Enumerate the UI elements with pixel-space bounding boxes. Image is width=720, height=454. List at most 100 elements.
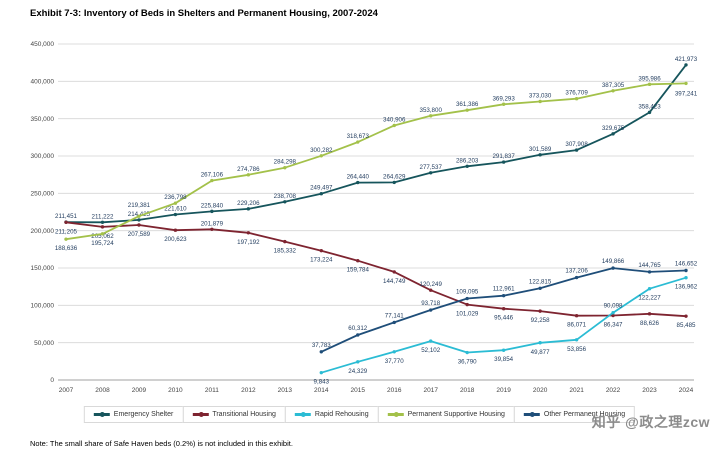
legend-item-other-permanent-housing: Other Permanent Housing	[513, 406, 636, 423]
x-axis-tick-label: 2023	[642, 387, 657, 394]
legend-item-permanent-supportive-housing: Permanent Supportive Housing	[377, 406, 515, 423]
data-label: 373,030	[529, 92, 552, 99]
data-label: 95,446	[494, 315, 513, 322]
data-point-permanent-supportive-housing	[465, 108, 469, 112]
data-label: 86,071	[567, 322, 586, 329]
x-axis-tick-label: 2017	[423, 387, 438, 394]
data-label: 112,961	[493, 286, 515, 293]
data-point-rapid-rehousing	[647, 287, 652, 291]
data-point-emergency-shelter	[210, 209, 214, 214]
data-label: 318,673	[347, 133, 370, 140]
data-point-permanent-supportive-housing	[246, 173, 251, 177]
footnote: Note: The small share of Safe Haven beds…	[30, 439, 293, 448]
data-point-emergency-shelter	[574, 148, 579, 152]
data-point-emergency-shelter	[392, 180, 396, 185]
data-point-transitional-housing	[173, 228, 178, 232]
data-point-permanent-supportive-housing	[319, 154, 323, 158]
y-axis-tick-label: 50,000	[34, 340, 54, 347]
data-point-rapid-rehousing	[465, 350, 469, 355]
data-label: 90,098	[604, 303, 623, 310]
data-point-transitional-housing	[501, 307, 506, 311]
data-label: 120,249	[420, 281, 443, 288]
data-point-rapid-rehousing	[684, 276, 688, 280]
legend-line-icon	[93, 412, 110, 418]
data-label: 9,843	[314, 379, 330, 386]
data-label: 88,626	[640, 320, 659, 327]
x-axis-tick-label: 2014	[314, 387, 329, 394]
data-label: 149,866	[602, 258, 625, 265]
data-label: 214,425	[128, 211, 151, 218]
data-label: 201,879	[201, 220, 224, 227]
data-label: 122,815	[529, 278, 552, 285]
data-point-rapid-rehousing	[429, 339, 433, 343]
legend-marker-icon	[300, 412, 306, 418]
data-point-transitional-housing	[210, 227, 214, 231]
x-axis-tick-label: 2012	[241, 387, 256, 394]
data-point-permanent-supportive-housing	[429, 114, 433, 118]
data-point-other-permanent-housing	[501, 293, 506, 298]
data-label: 219,381	[128, 202, 151, 209]
data-label: 340,906	[383, 116, 406, 123]
data-point-permanent-supportive-housing	[137, 214, 141, 218]
data-label: 300,282	[310, 147, 333, 154]
data-label: 92,258	[531, 317, 550, 324]
data-label: 195,724	[91, 240, 114, 247]
data-label: 144,749	[383, 278, 406, 285]
data-point-transitional-housing	[465, 302, 469, 307]
series-line-permanent-supportive-housing	[65, 82, 687, 241]
data-point-rapid-rehousing	[611, 311, 615, 315]
legend-item-transitional-housing: Transitional Housing	[182, 406, 286, 423]
data-point-emergency-shelter	[611, 132, 615, 136]
data-point-emergency-shelter	[538, 153, 542, 157]
data-label: 387,305	[602, 82, 625, 89]
data-label: 37,770	[385, 358, 404, 365]
data-point-emergency-shelter	[246, 207, 251, 211]
data-label: 207,589	[128, 231, 151, 238]
data-label: 358,423	[638, 103, 661, 110]
legend-label: Rapid Rehousing	[314, 411, 369, 418]
y-axis-tick-label: 450,000	[31, 41, 55, 48]
data-point-emergency-shelter	[173, 212, 178, 217]
data-label: 24,329	[348, 368, 367, 375]
legend-line-icon	[294, 412, 311, 418]
data-point-transitional-housing	[392, 270, 396, 274]
watermark: 知乎 @政之理zcw	[591, 414, 710, 430]
data-point-transitional-housing	[356, 258, 360, 263]
data-point-transitional-housing	[64, 220, 68, 225]
data-point-permanent-supportive-housing	[356, 140, 360, 144]
y-axis-tick-label: 250,000	[31, 191, 55, 198]
legend-marker-icon	[529, 412, 535, 418]
data-label: 238,708	[274, 193, 297, 200]
data-point-permanent-supportive-housing	[173, 201, 178, 205]
legend-label: Transitional Housing	[212, 411, 276, 418]
x-axis-tick-label: 2007	[59, 387, 74, 394]
data-point-permanent-supportive-housing	[647, 82, 652, 87]
x-axis-tick-label: 2020	[533, 387, 548, 394]
data-point-rapid-rehousing	[392, 350, 396, 354]
x-axis-tick-label: 2022	[606, 387, 621, 394]
data-point-other-permanent-housing	[611, 266, 615, 270]
data-point-transitional-housing	[429, 288, 433, 292]
chart-title: Exhibit 7-3: Inventory of Beds in Shelte…	[30, 8, 378, 19]
legend-line-icon	[192, 412, 209, 418]
legend-label: Other Permanent Housing	[543, 411, 626, 418]
x-axis-tick-label: 2008	[95, 387, 110, 394]
data-label: 301,589	[529, 146, 552, 153]
legend-label: Permanent Supportive Housing	[407, 411, 505, 418]
data-label: 122,227	[638, 295, 661, 302]
data-point-other-permanent-housing	[429, 308, 433, 312]
data-point-emergency-shelter	[684, 63, 688, 67]
legend-item-rapid-rehousing: Rapid Rehousing	[284, 406, 379, 423]
data-point-transitional-housing	[611, 313, 615, 318]
data-point-permanent-supportive-housing	[684, 81, 688, 86]
data-point-rapid-rehousing	[356, 360, 360, 364]
y-axis-tick-label: 100,000	[31, 303, 55, 310]
data-point-permanent-supportive-housing	[538, 99, 542, 104]
x-axis-tick-label: 2021	[569, 387, 584, 394]
series-line-transitional-housing	[65, 221, 687, 318]
y-axis-tick-label: 150,000	[31, 265, 55, 272]
data-label: 264,440	[347, 174, 370, 181]
data-point-transitional-housing	[246, 231, 251, 235]
data-label: 369,293	[492, 95, 515, 102]
data-point-transitional-housing	[100, 225, 105, 229]
